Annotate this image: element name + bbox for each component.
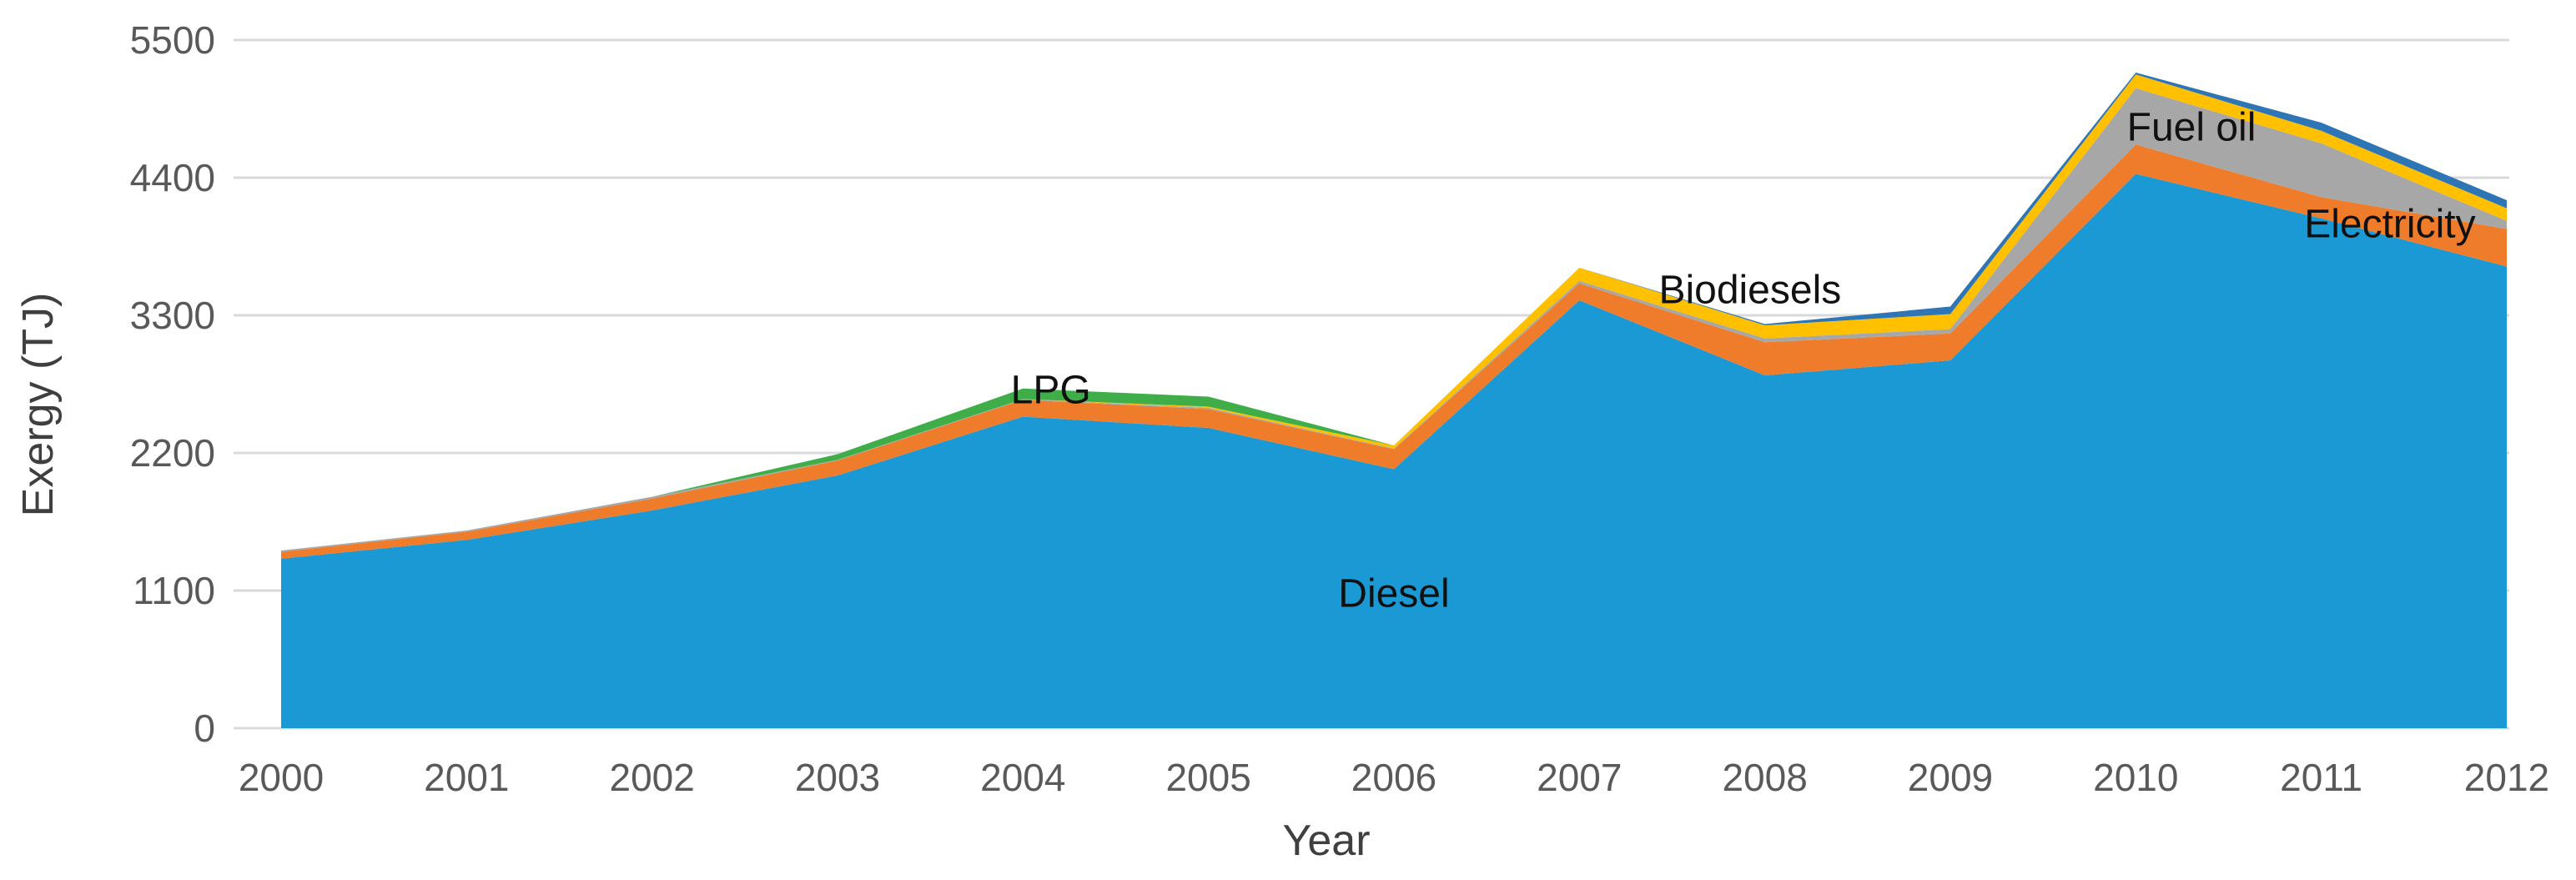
series-label-electricity: Electricity <box>2304 202 2476 246</box>
series-label-diesel: Diesel <box>1338 571 1450 616</box>
area-series-biodiesels <box>281 74 2507 551</box>
x-tick-label-2009: 2009 <box>1907 756 1994 799</box>
y-tick-label-3300: 3300 <box>129 294 215 337</box>
x-tick-label-2000: 2000 <box>238 756 325 799</box>
x-tick-label-2001: 2001 <box>424 756 510 799</box>
x-tick-label-2004: 2004 <box>980 756 1066 799</box>
x-tick-label-2010: 2010 <box>2093 756 2179 799</box>
series-label-lpg: LPG <box>1010 368 1091 413</box>
y-tick-label-5500: 5500 <box>129 18 215 62</box>
x-tick-label-2008: 2008 <box>1722 756 1808 799</box>
x-tick-label-2005: 2005 <box>1165 756 1251 799</box>
x-tick-label-2012: 2012 <box>2463 756 2550 799</box>
y-tick-label-2200: 2200 <box>129 431 215 475</box>
series-label-fuel-oil: Fuel oil <box>2126 105 2257 150</box>
x-tick-label-2007: 2007 <box>1537 756 1623 799</box>
y-tick-label-4400: 4400 <box>129 156 215 199</box>
x-axis-title: Year <box>1282 817 1371 865</box>
series-label-biodiesels: Biodiesels <box>1658 268 1842 313</box>
y-tick-label-0: 0 <box>194 707 215 750</box>
x-tick-label-2006: 2006 <box>1351 756 1437 799</box>
x-tick-label-2003: 2003 <box>794 756 881 799</box>
area-series-fuel-oil <box>281 88 2507 552</box>
x-tick-label-2011: 2011 <box>2280 756 2363 799</box>
y-tick-label-1100: 1100 <box>133 569 215 612</box>
x-tick-label-2002: 2002 <box>609 756 695 799</box>
area-series-diesel <box>281 173 2507 728</box>
